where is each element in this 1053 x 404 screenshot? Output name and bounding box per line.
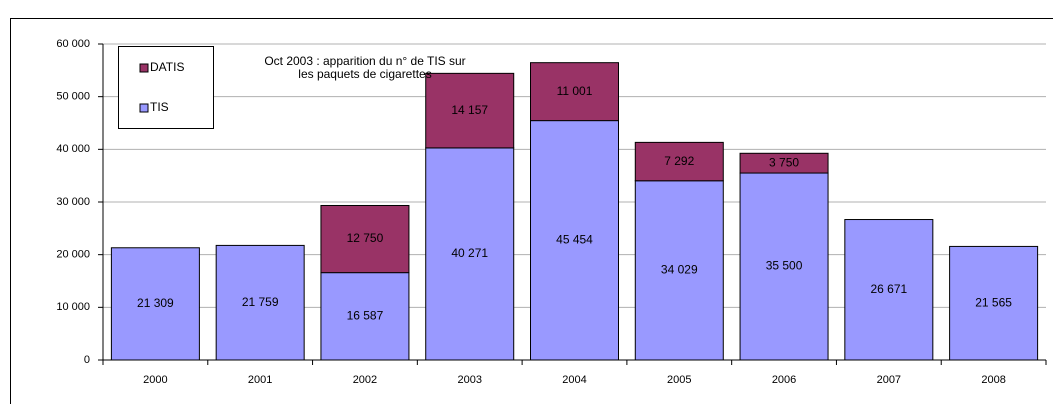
bar-segment — [530, 62, 619, 122]
x-tick-label: 2006 — [772, 374, 796, 386]
x-tick-label: 2003 — [457, 374, 481, 386]
legend-swatch — [139, 63, 149, 73]
legend-label: DATIS — [150, 60, 184, 74]
value-label: 34 029 — [661, 263, 698, 277]
legend-label: TIS — [150, 100, 169, 114]
bar-segment — [949, 245, 1039, 361]
x-tick-label: 2001 — [248, 374, 272, 386]
value-label: 40 271 — [451, 246, 488, 260]
legend-box — [118, 46, 214, 129]
bar-segment — [425, 147, 515, 361]
bar-segment — [215, 244, 305, 361]
bar-segment — [844, 219, 934, 361]
bar-segment — [320, 204, 410, 274]
y-tick-label: 30 000 — [56, 196, 90, 208]
x-tick-label: 2007 — [877, 374, 901, 386]
x-tick-label: 2000 — [143, 374, 167, 386]
value-label: 16 587 — [347, 308, 384, 322]
y-tick-label: 40 000 — [56, 143, 90, 155]
bar-segment — [320, 272, 410, 361]
bar-segment — [425, 72, 515, 149]
y-tick-label: 50 000 — [56, 91, 90, 103]
value-label: 14 157 — [451, 103, 488, 117]
value-label: 11 001 — [557, 84, 593, 98]
annotation: les paquets de cigarettes — [298, 67, 431, 81]
bar-segment — [110, 247, 200, 361]
value-label: 26 671 — [870, 282, 907, 296]
value-label: 21 309 — [137, 296, 174, 310]
value-label: 45 454 — [556, 232, 593, 246]
value-label: 7 292 — [664, 154, 694, 168]
y-tick-label: 20 000 — [56, 249, 90, 261]
y-tick-label: 60 000 — [56, 38, 90, 50]
bar-segment — [530, 120, 619, 361]
value-label: 21 759 — [242, 295, 279, 309]
value-label: 21 565 — [975, 295, 1012, 309]
x-tick-label: 2004 — [562, 374, 586, 386]
annotation: Oct 2003 : apparition du n° de TIS sur — [264, 54, 465, 68]
x-tick-label: 2005 — [667, 374, 691, 386]
value-label: 3 750 — [769, 155, 799, 169]
bar-segment — [634, 180, 724, 361]
bar-segment — [634, 141, 724, 182]
value-label: 35 500 — [766, 259, 803, 273]
x-tick-label: 2002 — [353, 374, 377, 386]
value-label: 12 750 — [347, 231, 384, 245]
bar-segment — [739, 172, 829, 361]
chart-border — [10, 18, 1053, 404]
y-tick-label: 0 — [84, 354, 90, 366]
legend-swatch — [139, 103, 149, 113]
bar-segment — [739, 152, 829, 174]
x-tick-label: 2008 — [981, 374, 1005, 386]
y-tick-label: 10 000 — [56, 301, 90, 313]
